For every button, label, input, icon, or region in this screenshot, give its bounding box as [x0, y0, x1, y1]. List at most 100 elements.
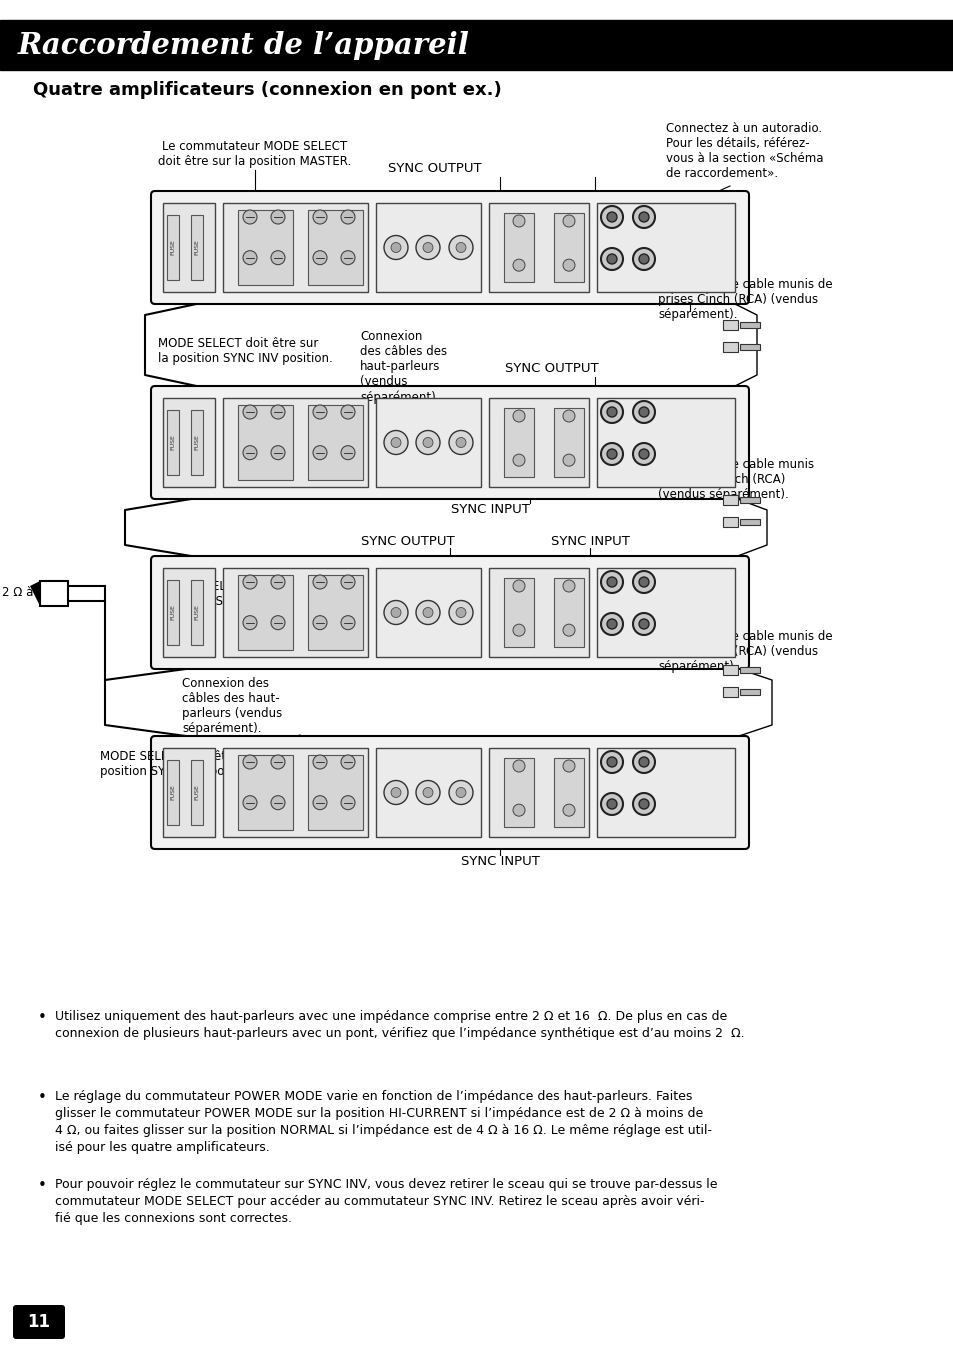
Bar [191, 760, 203, 825]
FancyBboxPatch shape [151, 191, 748, 304]
Bar [554, 213, 583, 282]
Circle shape [271, 210, 285, 224]
Bar [597, 398, 734, 486]
Bar [375, 568, 480, 657]
Circle shape [313, 615, 327, 630]
Bar [489, 748, 588, 837]
Bar [554, 408, 583, 477]
Circle shape [606, 449, 617, 459]
Circle shape [633, 751, 655, 772]
Bar [308, 755, 363, 831]
Circle shape [456, 243, 465, 252]
Text: Raccordement de l’appareil: Raccordement de l’appareil [18, 31, 470, 61]
Bar [722, 341, 738, 352]
Circle shape [513, 804, 524, 816]
Circle shape [449, 780, 473, 805]
Bar [597, 748, 734, 837]
Text: FUSE: FUSE [194, 435, 199, 450]
Circle shape [391, 438, 400, 447]
Bar [237, 405, 293, 480]
Circle shape [562, 411, 575, 421]
Circle shape [313, 755, 327, 770]
FancyBboxPatch shape [13, 1305, 65, 1339]
Circle shape [243, 210, 256, 224]
Circle shape [271, 795, 285, 810]
Text: SYNC OUTPUT: SYNC OUTPUT [505, 362, 598, 375]
Text: 2 Ω à 16 Ω: 2 Ω à 16 Ω [2, 587, 65, 599]
Bar [740, 497, 760, 503]
Bar [163, 203, 214, 291]
Circle shape [271, 575, 285, 589]
Bar [597, 568, 734, 657]
Circle shape [639, 449, 648, 459]
Bar [503, 579, 534, 646]
Bar [167, 411, 179, 476]
Circle shape [340, 446, 355, 459]
Circle shape [456, 438, 465, 447]
Circle shape [600, 248, 622, 270]
Bar [237, 575, 293, 650]
Circle shape [639, 799, 648, 809]
Text: Pour pouvoir réglez le commutateur sur SYNC INV, vous devez retirer le sceau qui: Pour pouvoir réglez le commutateur sur S… [55, 1177, 717, 1225]
Circle shape [513, 760, 524, 772]
Circle shape [391, 607, 400, 618]
Text: FUSE: FUSE [194, 785, 199, 801]
Bar [0, 20, 953, 70]
Circle shape [600, 206, 622, 228]
Circle shape [600, 443, 622, 465]
Circle shape [456, 607, 465, 618]
Circle shape [416, 600, 439, 625]
Bar [722, 665, 738, 675]
Circle shape [313, 210, 327, 224]
Bar [163, 568, 214, 657]
Circle shape [513, 625, 524, 635]
Text: SYNC OUTPUT: SYNC OUTPUT [361, 535, 455, 547]
Circle shape [391, 787, 400, 798]
Circle shape [562, 259, 575, 271]
Circle shape [243, 405, 256, 419]
Text: Connexion de cable munis de
prises Cinch (RCA) (vendus
séparément).: Connexion de cable munis de prises Cinch… [658, 630, 832, 673]
Circle shape [340, 251, 355, 264]
Circle shape [271, 446, 285, 459]
Polygon shape [30, 581, 40, 606]
Text: FUSE: FUSE [194, 240, 199, 256]
Bar [237, 755, 293, 831]
Bar [554, 579, 583, 646]
Circle shape [340, 615, 355, 630]
Text: MODE SELECT doit être sur la
position SYNC INV position.: MODE SELECT doit être sur la position SY… [100, 751, 274, 778]
Circle shape [313, 575, 327, 589]
Bar [223, 568, 368, 657]
Circle shape [562, 760, 575, 772]
Circle shape [606, 799, 617, 809]
Circle shape [243, 251, 256, 264]
Circle shape [562, 215, 575, 228]
Circle shape [384, 431, 408, 454]
Text: SYNC OUTPUT: SYNC OUTPUT [388, 163, 481, 175]
Bar [40, 581, 68, 606]
Bar [308, 210, 363, 285]
Bar [223, 748, 368, 837]
Circle shape [639, 211, 648, 222]
Circle shape [449, 236, 473, 260]
Text: Connexion
des câbles des
haut-parleurs
(vendus
séparément).: Connexion des câbles des haut-parleurs (… [359, 331, 447, 404]
Circle shape [271, 755, 285, 770]
Text: MODE SELECT doit être sur
la position SYNC INV position.: MODE SELECT doit être sur la position SY… [158, 337, 333, 364]
Circle shape [340, 755, 355, 770]
Circle shape [422, 438, 433, 447]
Text: Connexion de cable munis
de prises Cinch (RCA)
(vendus séparément).: Connexion de cable munis de prises Cinch… [658, 458, 813, 501]
Circle shape [633, 570, 655, 593]
Bar [191, 580, 203, 645]
Circle shape [513, 215, 524, 228]
Bar [489, 398, 588, 486]
Circle shape [243, 755, 256, 770]
Circle shape [513, 454, 524, 466]
Circle shape [633, 206, 655, 228]
Circle shape [449, 431, 473, 454]
Circle shape [313, 251, 327, 264]
Bar [237, 210, 293, 285]
Circle shape [606, 619, 617, 629]
Circle shape [513, 259, 524, 271]
Circle shape [633, 793, 655, 814]
Circle shape [243, 446, 256, 459]
Circle shape [271, 405, 285, 419]
